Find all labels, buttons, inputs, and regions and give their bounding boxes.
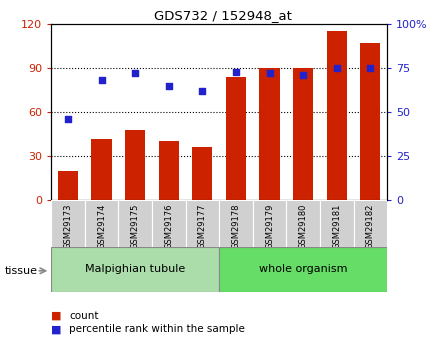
Point: [199, 88, 206, 94]
Bar: [125, 130, 145, 200]
Text: tissue: tissue: [4, 266, 37, 276]
Bar: [159, 141, 179, 200]
Bar: [92, 139, 112, 200]
Text: GSM29178: GSM29178: [231, 204, 240, 249]
Bar: [287, 200, 320, 247]
Bar: [226, 77, 246, 200]
Text: GSM29180: GSM29180: [299, 204, 307, 249]
Bar: [152, 200, 186, 247]
Bar: [219, 200, 253, 247]
Bar: [192, 147, 212, 200]
Bar: [259, 68, 279, 200]
Text: count: count: [69, 311, 98, 321]
Text: GSM29179: GSM29179: [265, 204, 274, 249]
Point: [65, 116, 72, 122]
Text: GSM29177: GSM29177: [198, 204, 207, 249]
Point: [98, 78, 105, 83]
Point: [367, 66, 374, 71]
Bar: [293, 68, 313, 200]
Text: GSM29182: GSM29182: [366, 204, 375, 249]
Bar: [320, 200, 354, 247]
Bar: [51, 200, 85, 247]
Bar: [58, 171, 78, 200]
Point: [266, 71, 273, 76]
Text: Malpighian tubule: Malpighian tubule: [85, 264, 185, 274]
Point: [333, 66, 340, 71]
Bar: [253, 200, 287, 247]
Text: GDS732 / 152948_at: GDS732 / 152948_at: [154, 9, 291, 22]
Bar: [360, 43, 380, 200]
Point: [165, 83, 172, 89]
Bar: [51, 247, 219, 292]
Text: ■: ■: [51, 325, 62, 334]
Text: GSM29175: GSM29175: [131, 204, 140, 249]
Bar: [186, 200, 219, 247]
Text: GSM29181: GSM29181: [332, 204, 341, 249]
Text: GSM29174: GSM29174: [97, 204, 106, 249]
Point: [232, 69, 239, 75]
Bar: [85, 200, 118, 247]
Bar: [327, 31, 347, 200]
Text: GSM29173: GSM29173: [64, 204, 73, 249]
Text: whole organism: whole organism: [259, 264, 348, 274]
Bar: [353, 200, 387, 247]
Point: [299, 72, 307, 78]
Text: percentile rank within the sample: percentile rank within the sample: [69, 325, 245, 334]
Point: [132, 71, 139, 76]
Bar: [219, 247, 387, 292]
Bar: [118, 200, 152, 247]
Text: GSM29176: GSM29176: [164, 204, 173, 249]
Text: ■: ■: [51, 311, 62, 321]
